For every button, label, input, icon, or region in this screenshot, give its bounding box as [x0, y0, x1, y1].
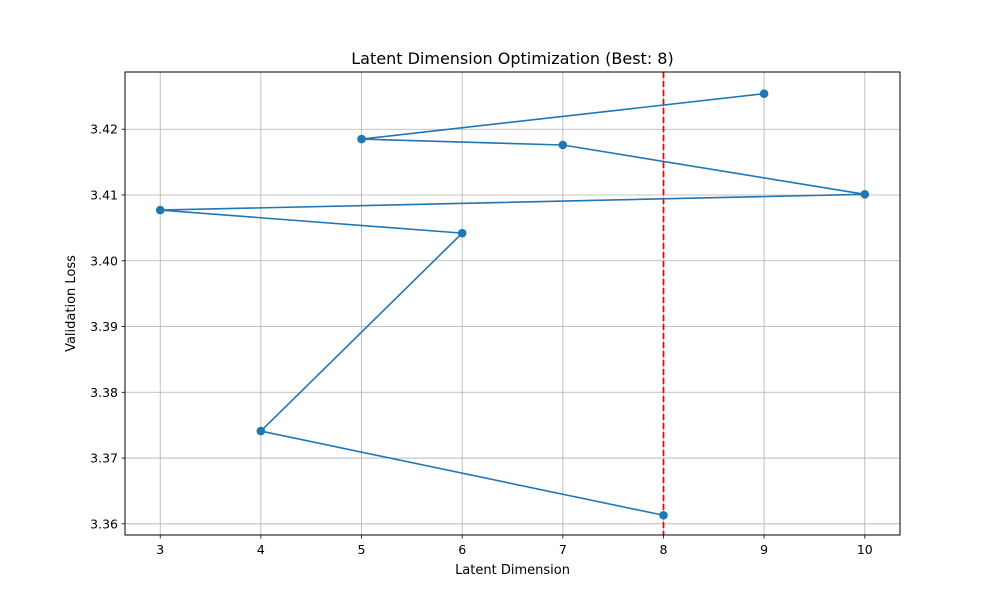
y-tick-label: 3.39 [90, 319, 118, 334]
grid [125, 72, 900, 535]
y-tick-label: 3.42 [90, 122, 118, 137]
x-tick-label: 7 [559, 542, 567, 557]
chart-title: Latent Dimension Optimization (Best: 8) [351, 49, 673, 68]
y-axis-label: Validation Loss [64, 255, 79, 352]
x-tick-label: 8 [659, 542, 667, 557]
y-axis-ticks: 3.36 3.37 3.38 3.39 3.40 3.41 3.42 [90, 122, 125, 531]
x-tick-label: 4 [257, 542, 265, 557]
x-axis-label: Latent Dimension [455, 563, 570, 578]
x-tick-label: 10 [857, 542, 873, 557]
data-point [558, 140, 568, 150]
y-tick-label: 3.40 [90, 253, 118, 268]
x-tick-label: 5 [358, 542, 366, 557]
data-point [860, 190, 870, 199]
y-tick-label: 3.41 [90, 187, 118, 202]
y-tick-label: 3.38 [90, 385, 118, 400]
y-tick-label: 3.37 [90, 451, 118, 466]
x-tick-label: 3 [156, 542, 164, 557]
data-point [457, 228, 467, 238]
series-line [159, 92, 866, 517]
data-point [659, 510, 668, 520]
x-tick-label: 6 [458, 542, 466, 557]
x-axis-ticks: 3 4 5 6 7 8 9 10 [156, 535, 873, 557]
y-tick-label: 3.36 [90, 516, 118, 531]
plot-frame [124, 71, 901, 536]
plot-area [125, 72, 900, 535]
data-point [759, 89, 769, 99]
data-point [256, 426, 266, 436]
data-point [155, 205, 165, 215]
series-group [155, 89, 870, 520]
x-tick-label: 9 [760, 542, 768, 557]
data-point [357, 134, 366, 144]
